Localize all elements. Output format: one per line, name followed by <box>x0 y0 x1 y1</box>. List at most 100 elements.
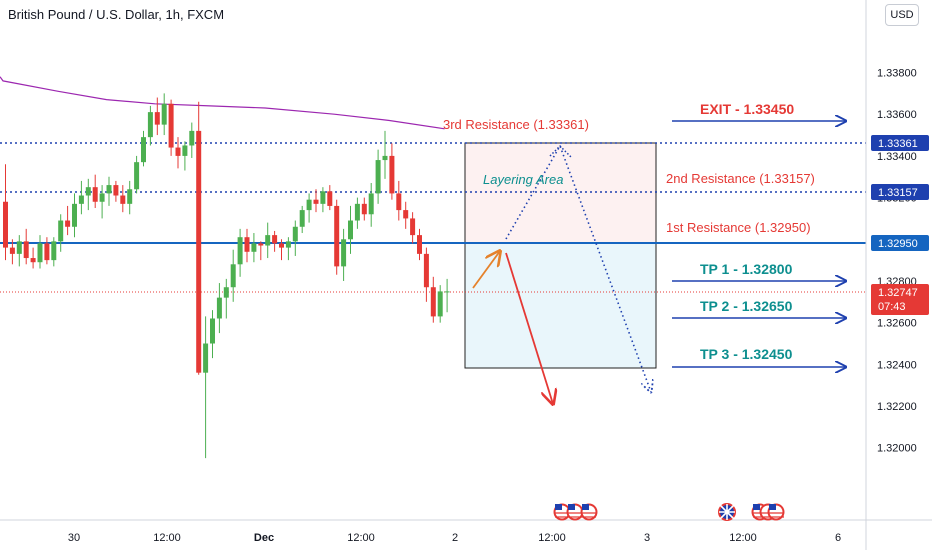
current-price-label: 1.32747 <box>878 287 918 299</box>
x-tick-label: 12:00 <box>153 532 181 544</box>
tp2-label: TP 2 - 1.32650 <box>700 298 793 314</box>
candle-down <box>120 195 126 204</box>
resistance-zone <box>464 142 657 244</box>
candle-down <box>168 103 174 148</box>
3rd-resistance-label: 3rd Resistance (1.33361) <box>443 117 589 132</box>
y-tick-label: 1.32000 <box>877 443 917 455</box>
y-tick-label: 1.33600 <box>877 109 917 121</box>
red-down-arrow <box>505 252 553 404</box>
candles-group <box>3 93 450 459</box>
candle-up <box>78 195 84 204</box>
candle-up <box>106 185 112 194</box>
candle-up <box>251 243 257 252</box>
tp1-label: TP 1 - 1.32800 <box>700 261 793 277</box>
x-tick-label: Dec <box>254 532 274 544</box>
candle-down <box>410 218 416 236</box>
candle-up <box>85 187 91 196</box>
candle-up <box>216 297 222 319</box>
candle-down <box>361 203 367 215</box>
x-tick-labels: 30 12:00 Dec 12:00 2 12:00 3 12:00 6 <box>68 532 841 544</box>
candle-up <box>147 112 153 138</box>
candle-down <box>279 243 284 248</box>
x-tick-label: 3 <box>644 532 650 544</box>
candle-up <box>134 162 140 190</box>
y-tick-label: 1.32200 <box>877 401 917 413</box>
candle-up <box>127 189 133 204</box>
candle-down <box>113 185 119 196</box>
x-tick-label: 30 <box>68 532 80 544</box>
candle-up <box>437 291 443 317</box>
candle-up <box>223 287 229 298</box>
candle-up <box>348 220 353 240</box>
candle-up <box>16 241 22 254</box>
candle-down <box>327 191 333 206</box>
candle-down <box>403 210 409 219</box>
currency-button[interactable]: USD <box>885 4 919 26</box>
exit-label: EXIT - 1.33450 <box>700 101 794 117</box>
candle-up <box>72 203 77 227</box>
level-label-2nd: 1.33157 <box>878 187 918 199</box>
candle-down <box>396 193 402 211</box>
event-icon-group-2[interactable] <box>718 503 785 521</box>
candle-up <box>444 291 450 293</box>
candle-countdown: 07:43 <box>878 301 906 313</box>
y-tick-label: 1.32600 <box>877 318 917 330</box>
candle-down <box>3 201 8 248</box>
candle-up <box>306 199 312 211</box>
tp3-label: TP 3 - 1.32450 <box>700 346 793 362</box>
candle-down <box>423 253 429 288</box>
candle-up <box>99 193 105 202</box>
level-label-box-3rd <box>871 135 929 151</box>
candle-up <box>210 318 215 344</box>
level-label-box-1st <box>871 235 929 251</box>
candle-up <box>292 226 298 242</box>
candle-up <box>382 155 388 161</box>
level-label-3rd: 1.33361 <box>878 138 918 150</box>
candle-up <box>285 241 291 248</box>
x-tick-label: 12:00 <box>347 532 375 544</box>
candle-down <box>175 147 181 156</box>
candle-up <box>37 243 43 263</box>
1st-resistance-label: 1st Resistance (1.32950) <box>666 220 811 235</box>
candle-up <box>354 203 360 221</box>
level-label-box-2nd <box>871 184 929 200</box>
candle-up <box>141 137 146 163</box>
candle-up <box>189 130 195 146</box>
layering-area-label: Layering Area <box>483 172 563 187</box>
candle-down <box>30 258 36 263</box>
x-tick-label: 6 <box>835 532 841 544</box>
candle-down <box>244 237 250 252</box>
y-tick-label: 1.32400 <box>877 359 917 371</box>
candle-up <box>320 191 326 204</box>
candle-up <box>182 145 188 156</box>
y-tick-label: 1.33400 <box>877 151 917 163</box>
candle-down <box>430 287 436 317</box>
level-label-1st: 1.32950 <box>878 238 918 250</box>
candle-down <box>196 130 202 373</box>
moving-average-line <box>0 76 445 130</box>
dotted-arrowhead-top <box>549 144 572 158</box>
price-axis[interactable] <box>866 0 932 520</box>
x-tick-label: 12:00 <box>538 532 566 544</box>
x-tick-label: 2 <box>452 532 458 544</box>
chart-title: British Pound / U.S. Dollar, 1h, FXCM <box>8 7 225 22</box>
2nd-resistance-label: 2nd Resistance (1.33157) <box>666 171 815 186</box>
candle-down <box>44 243 50 261</box>
candle-down <box>65 220 71 227</box>
candle-up <box>341 239 347 267</box>
candle-up <box>161 103 167 125</box>
us-event-icon-group-1[interactable] <box>553 503 598 521</box>
current-price-box <box>871 284 929 315</box>
candle-down <box>9 247 15 254</box>
candle-down <box>92 187 98 202</box>
candle-down <box>272 235 278 244</box>
candle-down <box>417 235 422 254</box>
candle-up <box>203 343 209 373</box>
support-zone <box>464 242 657 369</box>
candle-down <box>258 243 264 246</box>
candle-down <box>389 155 395 194</box>
candle-up <box>299 210 305 227</box>
candle-down <box>313 199 319 204</box>
candle-down <box>334 205 340 267</box>
